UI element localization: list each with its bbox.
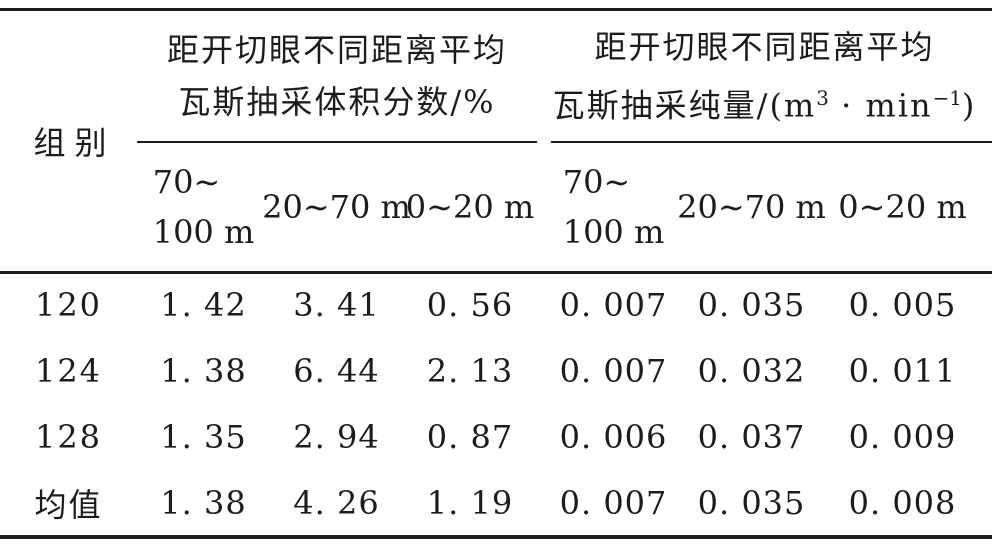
subcol-g2-far-line2: 100 m: [562, 213, 665, 251]
data-cell: 0. 005: [848, 286, 957, 324]
row-label-mean: 均值: [34, 486, 103, 524]
data-cell: 1. 35: [160, 418, 247, 456]
table-top-rule: [0, 8, 992, 11]
row-label: 120: [34, 286, 103, 324]
unit-sup-minus-one: −1: [932, 86, 962, 110]
data-cell: 0. 007: [559, 484, 668, 522]
data-cell: 1. 19: [426, 484, 514, 522]
data-cell: 4. 26: [293, 484, 380, 522]
data-cell: 6. 44: [293, 352, 380, 390]
group1-title-line2: 瓦斯抽采体积分数/%: [178, 83, 496, 121]
header-body-separator-rule: [0, 271, 992, 274]
data-table: 组别 距开切眼不同距离平均 瓦斯抽采体积分数/% 距开切眼不同距离平均 瓦斯抽采…: [0, 10, 992, 536]
data-cell: 3. 41: [293, 286, 380, 324]
subcol-g1-far-line1: 70∼: [152, 163, 221, 201]
left-group-underline-rule: [137, 141, 537, 143]
data-cell: 0. 035: [697, 286, 806, 324]
group-header-pure-quantity: 距开切眼不同距离平均 瓦斯抽采纯量/(m3 · min−1): [537, 10, 992, 142]
subcol-header-g1-0-20m: 0∼20 m: [405, 188, 535, 226]
subcol-g2-far-line1: 70∼: [562, 163, 631, 201]
subcol-header-g1-20-70m: 20∼70 m: [262, 188, 411, 226]
group1-title-line1: 距开切眼不同距离平均: [166, 31, 507, 69]
group2-title-line2: 瓦斯抽采纯量/(m3 · min−1): [553, 73, 977, 132]
data-cell: 0. 007: [559, 286, 668, 324]
data-cell: 1. 38: [160, 352, 247, 390]
data-cell: 0. 035: [697, 484, 806, 522]
subcol-header-g2-20-70m: 20∼70 m: [677, 188, 826, 226]
data-cell: 0. 008: [848, 484, 957, 522]
data-cell: 0. 007: [559, 352, 668, 390]
data-cell: 0. 87: [426, 418, 514, 456]
group-header-volume-fraction: 距开切眼不同距离平均 瓦斯抽采体积分数/%: [137, 10, 537, 142]
subcol-g1-far-line2: 100 m: [152, 213, 255, 251]
data-cell: 0. 037: [697, 418, 806, 456]
right-group-underline-rule: [551, 141, 992, 143]
data-cell: 0. 011: [848, 352, 957, 390]
group2-title-line1: 距开切眼不同距离平均: [594, 27, 935, 66]
row-label: 128: [34, 418, 103, 456]
corner-header-group-label: 组别: [33, 124, 116, 162]
data-cell: 0. 032: [697, 352, 806, 390]
subcol-header-g2-0-20m: 0∼20 m: [838, 188, 967, 226]
data-cell: 2. 13: [426, 352, 514, 390]
data-cell: 2. 94: [293, 418, 380, 456]
table-bottom-rule: [0, 535, 992, 539]
data-cell: 0. 009: [848, 418, 957, 456]
unit-suffix: ): [961, 86, 977, 125]
row-label: 124: [34, 352, 103, 390]
data-cell: 0. 006: [559, 418, 668, 456]
data-cell: 0. 56: [426, 286, 514, 324]
data-cell: 1. 42: [160, 286, 247, 324]
data-cell: 1. 38: [160, 484, 247, 522]
subcol-header-g1-70-100m: 70∼ 100 m: [137, 142, 270, 272]
unit-sup-cubed: 3: [816, 86, 829, 110]
unit-prefix: 瓦斯抽采纯量/(m: [552, 86, 817, 125]
subcol-header-g2-70-100m: 70∼ 100 m: [537, 142, 690, 272]
unit-middle: · min: [828, 86, 933, 125]
